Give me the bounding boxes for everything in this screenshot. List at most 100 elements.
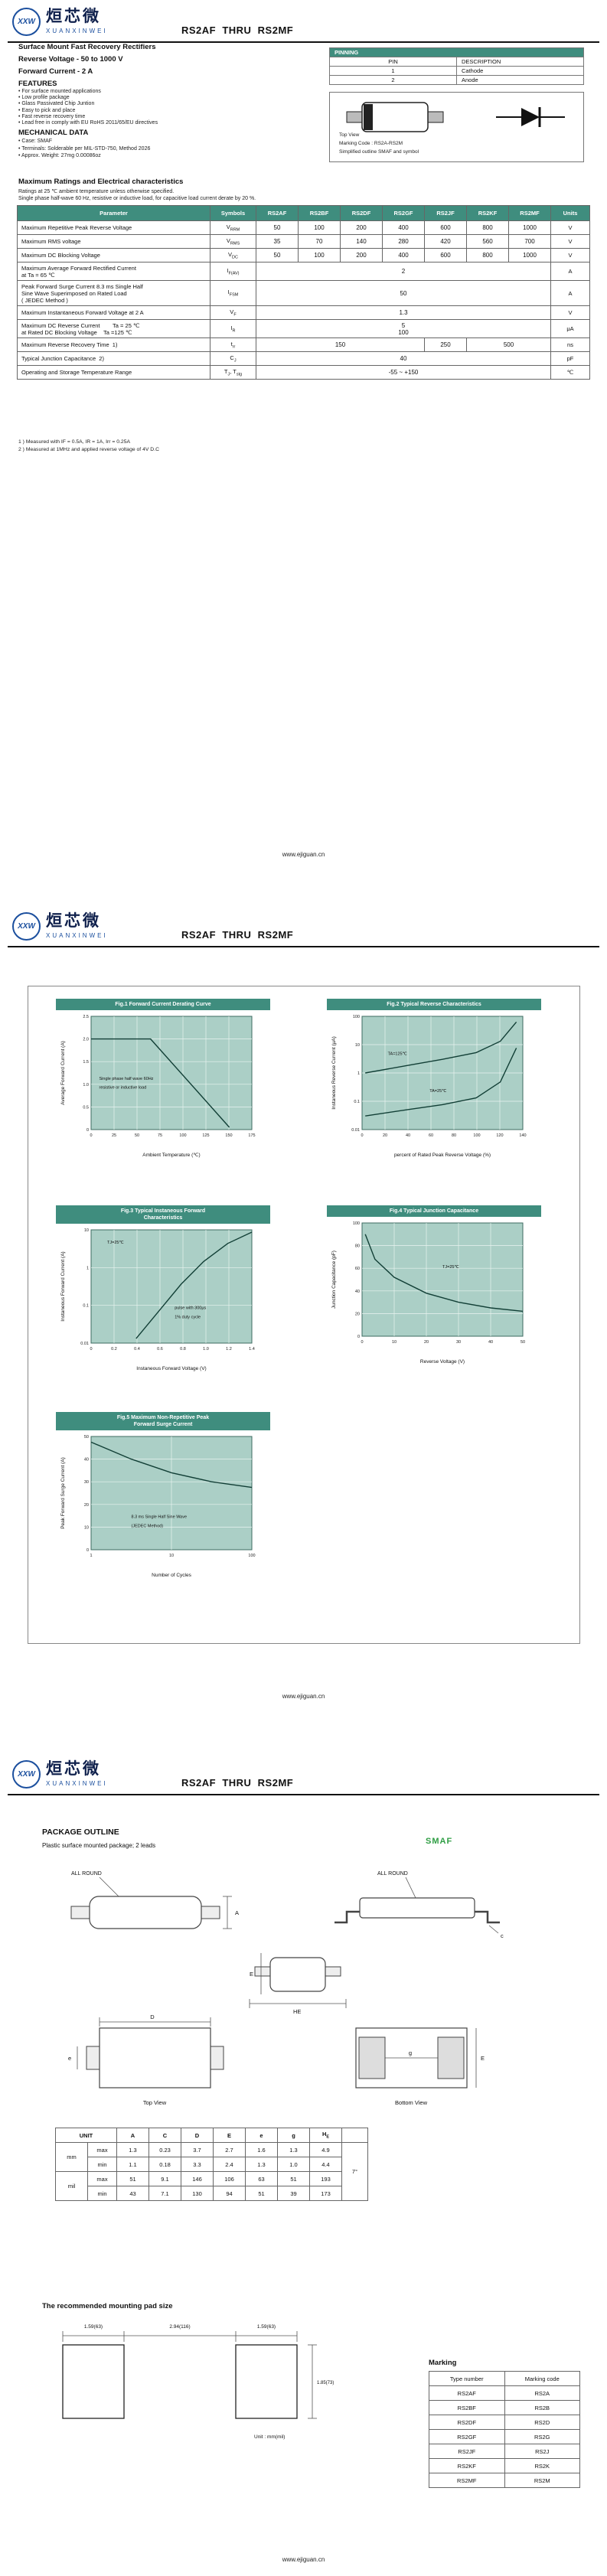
figure-3-title: Fig.3 Typical Instaneous Forward Charact…	[56, 1205, 270, 1224]
dim-value-cell: 146	[181, 2171, 214, 2186]
ratings-heading: Maximum Ratings and Electrical character…	[18, 178, 184, 186]
pin-description: Cathode	[456, 66, 584, 76]
dim-value-cell: 130	[181, 2186, 214, 2201]
series-curve	[364, 1234, 524, 1312]
dim-value-cell: 2.4	[213, 2157, 246, 2172]
y-tick-label: 1	[357, 1071, 360, 1076]
value-cell: 560	[466, 234, 509, 249]
footer-url[interactable]: www.ejiguan.cn	[282, 851, 325, 858]
parameter-cell: Maximum Average Forward Rectified Curren…	[17, 262, 210, 281]
feature-item: • Fast reverse recovery time	[18, 113, 86, 119]
y-axis-label: Instaneous Forward Current (A)	[60, 1251, 66, 1321]
dim-value-cell: 1.3	[245, 2157, 278, 2172]
annotation: (JEDEC Method)	[132, 1524, 164, 1529]
ratings-col-header: RS2KF	[466, 205, 509, 221]
outline-caption: Simplified outline SMAF and symbol	[339, 149, 419, 155]
y-tick-label: 100	[353, 1221, 360, 1226]
ratings-col-header: RS2GF	[382, 205, 425, 221]
x-tick-label: 25	[112, 1133, 116, 1138]
y-tick-label: 20	[84, 1503, 89, 1508]
page-1: XXW 烜芯微 XUANXINWEI RS2AF THRU RS2MF Surf…	[0, 0, 607, 888]
ratings-row: Peak Forward Surge Current 8.3 ms Single…	[17, 280, 590, 306]
dim-col-header: E	[213, 2128, 246, 2143]
annotation: 8.3 ms Single Half Sine Wave	[132, 1515, 188, 1520]
marking-type-cell: RS2KF	[429, 2458, 505, 2473]
dim-value-cell: 9.1	[148, 2171, 181, 2186]
pin-number: 2	[329, 75, 457, 85]
footer-url[interactable]: www.ejiguan.cn	[282, 1693, 325, 1700]
x-tick-label: 120	[496, 1133, 503, 1138]
x-tick-label: 20	[383, 1133, 387, 1138]
dim-e-small-label: e	[68, 2055, 71, 2062]
y-tick-label: 0	[86, 1548, 89, 1553]
package-name: SMAF	[426, 1837, 453, 1846]
x-tick-label: 175	[248, 1133, 255, 1138]
brand-logo-icon: XXW	[12, 1760, 41, 1789]
y-tick-label: 10	[84, 1526, 89, 1531]
pinning-heading: PINNING	[329, 47, 584, 57]
unit-cell: V	[550, 248, 590, 262]
marking-code-cell: RS2D	[504, 2415, 580, 2430]
brand-logo: XXW 烜芯微 XUANXINWEI	[12, 912, 108, 941]
marking-row: RS2GF RS2G	[429, 2429, 580, 2444]
figure-2-chart: 0 20 40 60 80 100 120 140 0.01 0.1 1 10 100 percent o…	[327, 1010, 541, 1165]
chart-fig5: 1 10 100 0 10 20 30 40 50 Number of Cycles Peak Fo…	[60, 1435, 256, 1578]
x-tick-label: 10	[169, 1554, 174, 1558]
x-tick-label: 1.0	[203, 1347, 209, 1352]
series-curve	[135, 1231, 253, 1339]
annotation: TA=125℃	[388, 1052, 408, 1056]
dim-bound-cell: min	[87, 2157, 117, 2172]
x-axis-label: percent of Rated Peak Reverse Voltage (%…	[394, 1153, 491, 1158]
footer-url[interactable]: www.ejiguan.cn	[282, 2556, 325, 2563]
dim-unit-cell: mm	[55, 2142, 88, 2172]
ratings-row: Maximum Reverse Recovery Time 1) trr 150 25…	[17, 337, 590, 352]
marking-row: RS2DF RS2D	[429, 2415, 580, 2430]
annotation: pulse with 300μs	[175, 1306, 206, 1311]
marking-header-row: Type number Marking code	[429, 2371, 580, 2386]
dim-col-header: D	[181, 2128, 214, 2143]
ratings-col-header: RS2DF	[340, 205, 383, 221]
brand-logo-icon: XXW	[12, 8, 41, 36]
figure-5-chart: 1 10 100 0 10 20 30 40 50 Number of Cycles Peak Fo…	[56, 1430, 270, 1585]
x-tick-label: 10	[392, 1340, 397, 1345]
brand-name-romanized: XUANXINWEI	[46, 1780, 108, 1788]
dim-row: min 43 7.1 130 94 51 39 173	[56, 2186, 368, 2201]
pinning-table: PINNING PIN DESCRIPTION 1 Cathode 2 Anod…	[329, 47, 584, 85]
parameter-cell: Typical Junction Capacitance 2)	[17, 351, 210, 366]
value-cell: 500	[466, 337, 551, 352]
brand-logo-text: XXW	[18, 1770, 35, 1779]
x-tick-label: 40	[488, 1340, 493, 1345]
feature-item: • Low profile package	[18, 95, 70, 101]
header-rule	[8, 41, 599, 43]
symbol-cell: VRMS	[210, 234, 256, 249]
unit-cell: V	[550, 220, 590, 235]
value-cell: 2	[256, 262, 551, 281]
y-tick-label: 20	[355, 1312, 360, 1316]
dim-value-cell: 4.4	[309, 2157, 342, 2172]
ratings-col-header: RS2MF	[508, 205, 551, 221]
mechanical-list: • Case: SMAF • Terminals: Solderable per …	[18, 138, 150, 160]
marking-code-cell: RS2G	[504, 2429, 580, 2444]
x-tick-label: 0.6	[157, 1347, 163, 1352]
ratings-note-2: Single phase half-wave 60 Hz, resistive …	[18, 196, 256, 201]
ratings-row: Maximum Repetitive Peak Reverse Voltage V…	[17, 220, 590, 235]
package-outline-heading: PACKAGE OUTLINE	[42, 1828, 119, 1837]
dim-value-cell: 1.3	[277, 2142, 310, 2157]
marking-code-cell: RS2B	[504, 2400, 580, 2415]
pinning-row: 1 Cathode	[329, 66, 584, 76]
ratings-row: Maximum Average Forward Rectified Curren…	[17, 262, 590, 281]
dim-bound-cell: max	[87, 2171, 117, 2186]
marking-code-label: Marking Code : RS2A-RS2M	[339, 141, 403, 146]
brand-logo-icon: XXW	[12, 912, 41, 941]
marking-code-cell: RS2J	[504, 2444, 580, 2459]
y-tick-label: 50	[84, 1435, 89, 1440]
parameter-cell: Maximum DC Blocking Voltage	[17, 248, 210, 262]
symbol-cell: CJ	[210, 351, 256, 366]
ratings-row: Maximum RMS voltage VRMS 35 70 140 280 420 560 7…	[17, 234, 590, 249]
value-cell: 40	[256, 351, 551, 366]
marking-row: RS2BF RS2B	[429, 2400, 580, 2415]
brand-logo-text: XXW	[18, 18, 35, 26]
chart-fig4: 0 10 20 30 40 50 0 20 40 60 80 100 Reverse Voltage (…	[331, 1221, 525, 1365]
dim-angle-header	[341, 2128, 368, 2143]
